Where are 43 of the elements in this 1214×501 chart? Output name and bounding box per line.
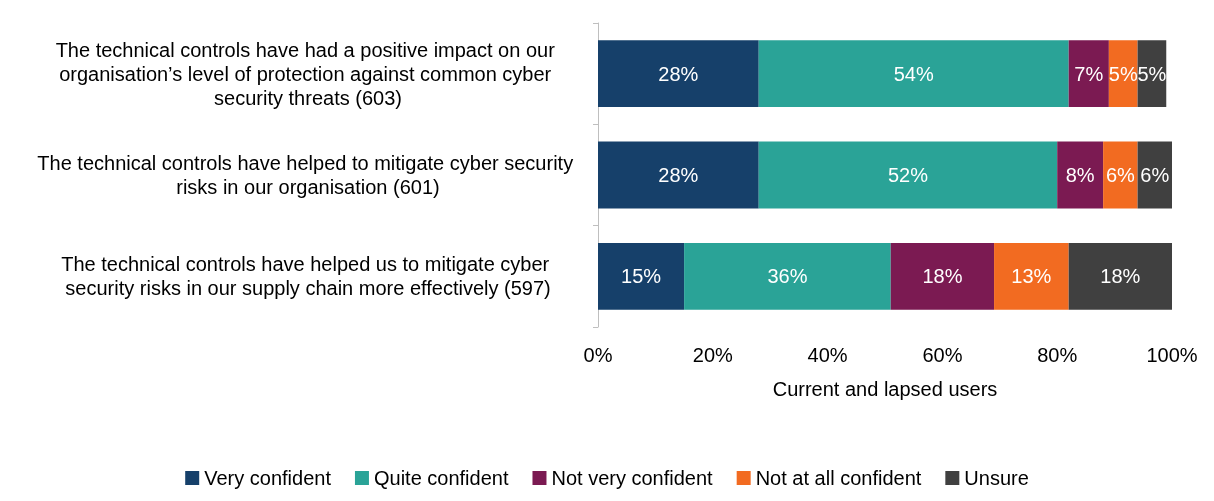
x-tick-label: 0% xyxy=(583,344,613,366)
legend-label: Not at all confident xyxy=(755,467,922,489)
bar xyxy=(758,141,1058,209)
data-label: 5% xyxy=(1108,62,1138,85)
data-label: 18% xyxy=(1100,265,1141,288)
data-label: 7% xyxy=(1074,62,1104,85)
y-tick-label: The technical controls have helped to mitigate cyber security risks in our organisation (601) xyxy=(37,152,579,198)
data-label: 52% xyxy=(887,164,929,186)
bar xyxy=(1068,40,1109,108)
legend-label: Unsure xyxy=(964,467,1029,489)
data-label: 28% xyxy=(658,62,699,85)
bar xyxy=(598,242,685,310)
y-tick-label: The technical controls have helped us to mitigate cyber security risks in our supply chain more effectively (597) xyxy=(61,253,555,300)
bar xyxy=(684,242,891,310)
data-label: 8% xyxy=(1065,164,1095,186)
legend-label: Very confident xyxy=(204,467,332,489)
bar xyxy=(890,242,995,310)
data-label: 54% xyxy=(893,62,934,85)
bar xyxy=(598,141,759,209)
x-axis-title: Current and lapsed users xyxy=(772,378,998,400)
data-label: 18% xyxy=(922,265,963,288)
bar xyxy=(758,40,1069,108)
x-tick-label: 60% xyxy=(922,344,963,366)
data-label: 15% xyxy=(621,265,662,288)
bar xyxy=(1057,141,1104,209)
data-label: 6% xyxy=(1140,164,1170,186)
legend-label: Not very confident xyxy=(551,467,714,489)
bar xyxy=(994,242,1069,310)
y-tick-label: The technical controls have had a positive impact on our organisation’s level of protection against common cyber security threats (603) xyxy=(55,38,561,109)
data-label: 28% xyxy=(658,164,699,186)
x-tick-label: 20% xyxy=(692,344,734,366)
data-label: 5% xyxy=(1137,62,1167,85)
bar xyxy=(1108,40,1138,108)
x-tick-label: 100% xyxy=(1146,344,1198,366)
data-label: 6% xyxy=(1105,164,1136,186)
data-label: 13% xyxy=(1011,265,1052,288)
legend-label: Quite confident xyxy=(373,467,509,489)
bar xyxy=(1103,141,1138,209)
bar xyxy=(598,40,759,108)
x-tick-label: 40% xyxy=(807,344,848,366)
data-label: 36% xyxy=(767,265,808,288)
bar xyxy=(1068,242,1172,310)
x-tick-label: 80% xyxy=(1037,344,1078,366)
